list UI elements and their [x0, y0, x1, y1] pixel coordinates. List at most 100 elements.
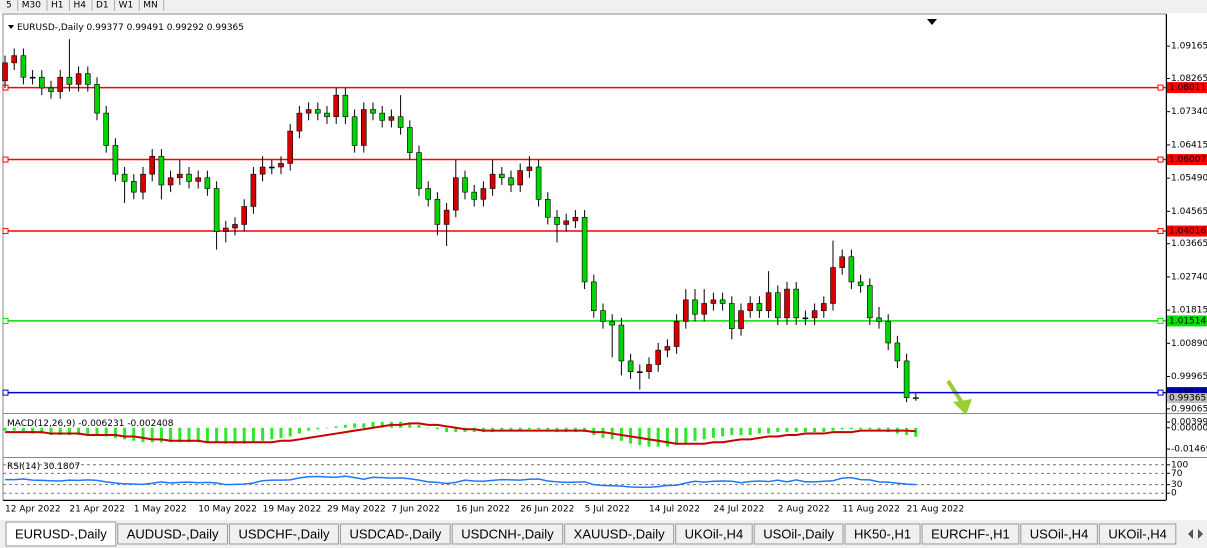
macd-bar: [914, 427, 918, 437]
symbol-tab[interactable]: [753, 523, 844, 545]
candle-body: [351, 116, 358, 146]
macd-bar: [31, 427, 35, 434]
tab-label[interactable]: AUDUSD-,Daily: [127, 526, 219, 541]
tab-label[interactable]: USDCHF-,Daily: [238, 526, 330, 541]
tab-label[interactable]: USDCNH-,Daily: [461, 526, 554, 541]
timeframe-button[interactable]: 5: [6, 1, 12, 11]
symbol-tab[interactable]: [451, 523, 564, 545]
level-label-box: [1167, 82, 1207, 94]
macd-bar: [730, 427, 734, 435]
candle-body: [701, 303, 708, 315]
level-handle: [1157, 228, 1164, 235]
current-price-label: 0.99365: [1169, 394, 1206, 404]
symbol-tab[interactable]: [1098, 523, 1177, 545]
macd-bar: [371, 421, 375, 428]
macd-header: MACD(12,26,9) -0.006231 -0.002408: [7, 419, 174, 429]
macd-bar: [509, 427, 513, 431]
x-tick-label: 26 Jun 2022: [520, 505, 574, 515]
x-tick-label: 16 Jun 2022: [456, 505, 510, 515]
symbol-tab[interactable]: [564, 523, 675, 545]
y-tick-label: 1.00890: [1171, 339, 1207, 349]
candle-body: [480, 188, 487, 200]
macd-bar: [445, 427, 449, 433]
timeframe-button[interactable]: D1: [96, 1, 109, 11]
macd-bar: [849, 427, 853, 430]
candle-body: [29, 76, 36, 79]
tab-label[interactable]: UKOil-,H4: [1108, 526, 1167, 541]
macd-bar: [757, 427, 761, 434]
candle-body: [333, 94, 340, 118]
symbol-tab[interactable]: [844, 523, 921, 545]
tab-label[interactable]: USDCAD-,Daily: [349, 526, 441, 541]
timeframe-button[interactable]: H1: [51, 1, 64, 11]
candle-body: [655, 349, 662, 365]
macd-bar: [362, 423, 366, 428]
candle-body: [535, 166, 542, 200]
tab-label[interactable]: USOil-,H4: [1030, 526, 1089, 541]
macd-bar: [665, 427, 669, 447]
candle-body: [158, 155, 165, 186]
candle-body: [149, 155, 155, 175]
macd-bar: [739, 427, 743, 435]
tab-label[interactable]: UKOil-,H4: [685, 526, 744, 541]
y-tick-label: 0.00000: [1171, 423, 1207, 433]
timeframe-button[interactable]: W1: [119, 1, 134, 11]
tab-label[interactable]: XAUUSD-,Daily: [574, 526, 666, 541]
symbol-tab[interactable]: [228, 523, 339, 545]
candle-body: [811, 310, 818, 319]
tab-label[interactable]: USOil-,Daily: [763, 526, 834, 541]
candle-body: [692, 299, 698, 315]
macd-bar: [693, 427, 697, 441]
symbol-tab[interactable]: [675, 523, 753, 545]
tab-scroll-left[interactable]: [1188, 529, 1193, 539]
macd-bar: [702, 427, 706, 440]
candle-body: [590, 281, 597, 311]
y-tick-label: 0.99965: [1171, 372, 1207, 382]
tab-label[interactable]: EURUSD-,Daily: [15, 526, 107, 541]
macd-bar: [656, 427, 660, 447]
candle-body: [186, 173, 192, 182]
candle-body: [646, 364, 652, 372]
signal-value: -0.002408: [127, 419, 173, 429]
level-label-box: [1167, 315, 1207, 327]
macd-bar: [794, 427, 798, 433]
tab-label[interactable]: HK50-,H1: [854, 526, 911, 541]
toolbar: [0, 0, 1207, 13]
timeframe-button[interactable]: MN: [143, 1, 158, 11]
macd-bar: [647, 427, 651, 447]
candle-body: [75, 73, 82, 85]
open-value: 0.99377: [87, 23, 124, 33]
signal-line: [5, 422, 916, 445]
macd-bar: [141, 427, 145, 443]
macd-title: MACD(12,26,9): [7, 419, 75, 429]
macd-bar: [334, 426, 338, 428]
candle-body: [489, 173, 496, 189]
candle-body: [636, 371, 643, 373]
symbol-tab[interactable]: [1020, 523, 1098, 545]
x-tick-label: 14 Jul 2022: [649, 505, 700, 515]
tab-label[interactable]: EURCHF-,H1: [931, 526, 1010, 541]
macd-bar: [518, 427, 522, 431]
candle-body: [195, 177, 201, 182]
candle-body: [48, 87, 54, 92]
timeframe-button[interactable]: H4: [73, 1, 86, 11]
macd-bar: [159, 427, 163, 443]
tab-scroll-right[interactable]: [1198, 529, 1203, 539]
macd-bar: [242, 427, 246, 444]
symbol-tab[interactable]: [921, 523, 1020, 545]
symbol-tab[interactable]: [5, 521, 117, 547]
symbol-tab[interactable]: [117, 523, 228, 545]
candle-body: [857, 281, 864, 286]
macd-bar: [233, 427, 237, 444]
symbol-tab[interactable]: [339, 523, 451, 545]
candle-body: [673, 321, 680, 347]
timeframe-button[interactable]: M30: [22, 1, 41, 11]
y-tick-label: 1.02740: [1171, 272, 1207, 282]
macd-bar: [288, 427, 292, 437]
x-tick-label: 21 Aug 2022: [907, 505, 965, 515]
y-tick-label: 1.01815: [1171, 306, 1207, 316]
macd-bar: [86, 427, 90, 435]
macd-bar: [279, 427, 283, 438]
candle-body: [756, 303, 763, 311]
